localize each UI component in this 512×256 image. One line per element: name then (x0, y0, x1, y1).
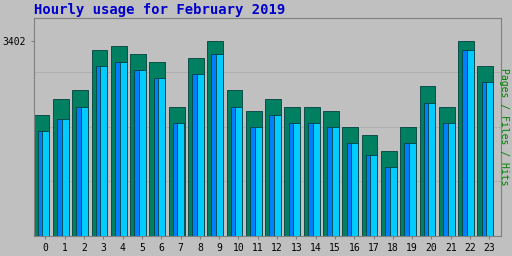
Bar (385, 167, 393, 256)
Bar (289, 123, 296, 256)
Bar (120, 62, 126, 256)
Bar (419, 87, 435, 256)
Bar (100, 66, 107, 256)
Bar (400, 127, 416, 256)
Bar (81, 106, 88, 256)
Bar (158, 78, 165, 256)
Bar (150, 62, 165, 256)
Bar (462, 50, 470, 256)
Bar (96, 66, 103, 256)
Bar (139, 70, 146, 256)
Bar (76, 106, 84, 256)
Bar (236, 106, 242, 256)
Bar (168, 106, 184, 256)
Bar (53, 99, 69, 256)
Bar (285, 106, 301, 256)
Bar (211, 54, 219, 256)
Bar (227, 90, 242, 256)
Bar (269, 115, 277, 256)
Bar (192, 74, 200, 256)
Bar (115, 62, 122, 256)
Bar (429, 103, 435, 256)
Bar (478, 66, 493, 256)
Bar (274, 115, 281, 256)
Bar (458, 40, 474, 256)
Bar (42, 131, 49, 256)
Bar (332, 127, 339, 256)
Bar (467, 50, 474, 256)
Bar (308, 123, 315, 256)
Bar (327, 127, 335, 256)
Bar (130, 54, 146, 256)
Bar (404, 143, 412, 256)
Bar (265, 99, 281, 256)
Bar (443, 123, 451, 256)
Bar (72, 90, 88, 256)
Text: Hourly usage for February 2019: Hourly usage for February 2019 (34, 3, 285, 17)
Bar (207, 40, 223, 256)
Bar (216, 54, 223, 256)
Bar (197, 74, 204, 256)
Bar (312, 123, 319, 256)
Bar (254, 127, 262, 256)
Bar (343, 127, 358, 256)
Bar (250, 127, 258, 256)
Bar (178, 123, 184, 256)
Bar (409, 143, 416, 256)
Bar (366, 155, 373, 256)
Bar (482, 82, 489, 256)
Bar (424, 103, 431, 256)
Bar (154, 78, 161, 256)
Bar (486, 82, 493, 256)
Bar (439, 106, 455, 256)
Bar (246, 111, 262, 256)
Bar (38, 131, 45, 256)
Bar (34, 115, 50, 256)
Bar (371, 155, 377, 256)
Bar (173, 123, 180, 256)
Bar (351, 143, 358, 256)
Bar (188, 58, 204, 256)
Bar (361, 135, 377, 256)
Bar (304, 106, 319, 256)
Bar (447, 123, 455, 256)
Bar (134, 70, 142, 256)
Bar (92, 50, 108, 256)
Y-axis label: Pages / Files / Hits: Pages / Files / Hits (499, 68, 509, 186)
Bar (111, 46, 126, 256)
Bar (347, 143, 354, 256)
Bar (57, 119, 65, 256)
Bar (381, 151, 397, 256)
Bar (293, 123, 300, 256)
Bar (390, 167, 397, 256)
Bar (62, 119, 69, 256)
Bar (231, 106, 238, 256)
Bar (323, 111, 339, 256)
